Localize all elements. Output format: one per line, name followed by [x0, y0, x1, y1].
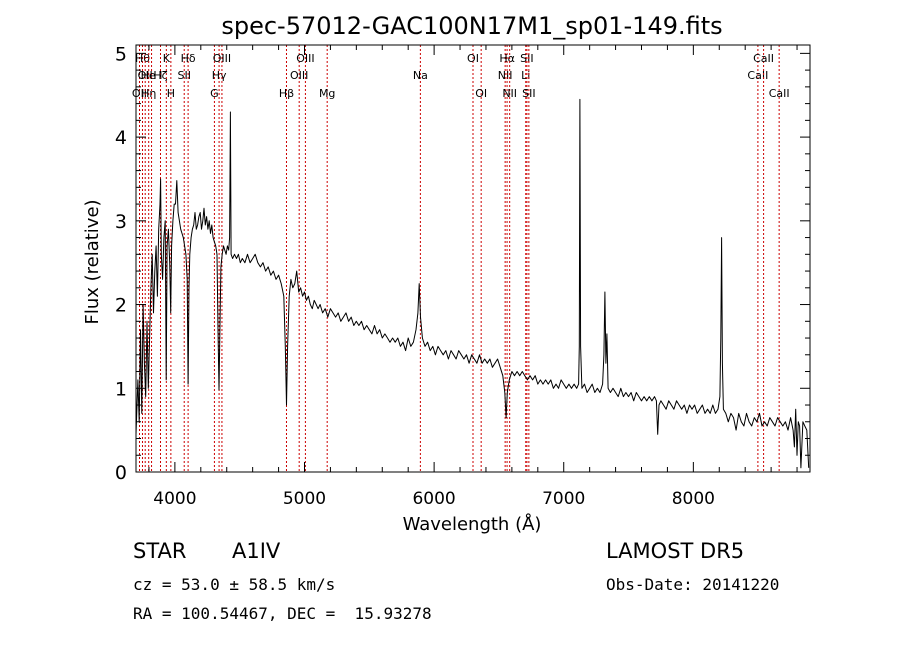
line-marker-label: He I — [141, 69, 163, 82]
y-tick-label: 2 — [115, 295, 127, 317]
spectrum-line-0 — [135, 98, 810, 469]
line-marker-label: SII — [520, 52, 533, 65]
obs-date: Obs-Date: 20141220 — [606, 575, 780, 594]
y-axis: 0 1 2 3 4 5 — [115, 43, 810, 484]
line-marker-label: Mg — [319, 87, 335, 100]
x-tick-label: 7000 — [542, 489, 585, 509]
x-axis-label: Wavelength (Å) — [403, 513, 542, 535]
line-marker-label: NII — [502, 87, 517, 100]
line-marker-label: OIII — [290, 69, 308, 82]
survey-name: LAMOST DR5 — [606, 539, 745, 563]
line-marker-label: SII — [177, 69, 190, 82]
line-marker-label: K — [163, 52, 171, 65]
line-marker-label: Hβ — [279, 87, 294, 100]
line-marker-label: OI — [467, 52, 479, 65]
line-marker-label: SII — [522, 87, 535, 100]
line-marker-label: Na — [413, 69, 428, 82]
line-marker-label: Hα — [499, 52, 515, 65]
line-marker-label: Hη — [141, 87, 156, 100]
x-tick-label: 4000 — [153, 489, 196, 509]
y-tick-label: 5 — [115, 43, 127, 65]
line-marker-label: NII — [498, 69, 513, 82]
line-marker-label: G — [210, 87, 219, 100]
chart-title: spec-57012-GAC100N17M1_sp01-149.fits — [221, 12, 722, 40]
line-marker-label: Li — [521, 69, 530, 82]
line-marker-label: CaII — [769, 87, 790, 100]
x-axis: 4000 5000 6000 7000 8000 — [148, 45, 798, 509]
coordinates: RA = 100.54467, DEC = 15.93278 — [133, 604, 432, 623]
plot-frame — [135, 44, 811, 473]
line-marker-label: Hγ — [212, 69, 227, 82]
y-tick-label: 0 — [115, 462, 127, 484]
y-axis-label: Flux (relative) — [82, 199, 103, 324]
line-marker-label: Hζ — [153, 69, 167, 82]
spectrum-series — [135, 98, 810, 469]
redshift-cz: cz = 53.0 ± 58.5 km/s — [133, 575, 336, 594]
line-marker-label: H — [167, 87, 175, 100]
line-marker-label: Hδ — [181, 52, 196, 65]
line-marker-label: CaII — [753, 52, 774, 65]
line-marker-label: OIII — [213, 52, 231, 65]
x-tick-label: 6000 — [412, 489, 455, 509]
x-tick-label: 8000 — [672, 489, 715, 509]
line-marker-label: OIII — [296, 52, 314, 65]
line-marker-label: CaII — [747, 69, 768, 82]
y-tick-label: 3 — [115, 211, 127, 233]
object-class: STAR — [133, 539, 187, 563]
subclass: A1IV — [232, 539, 281, 563]
x-tick-label: 5000 — [283, 489, 326, 509]
line-marker-label: OI — [475, 87, 487, 100]
line-marker-label: Hθ — [135, 52, 150, 65]
y-tick-label: 1 — [115, 378, 127, 400]
y-tick-label: 4 — [115, 127, 127, 149]
